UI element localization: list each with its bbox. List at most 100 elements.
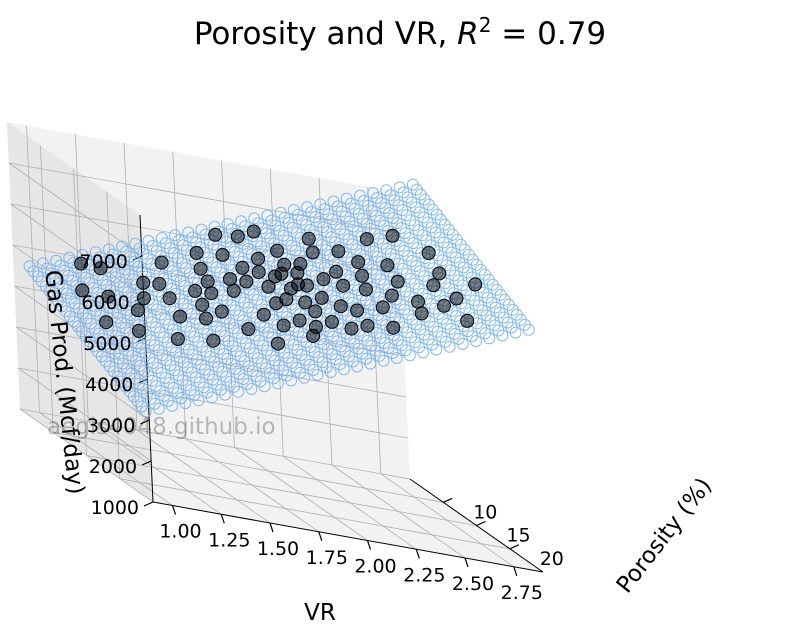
data-point <box>305 245 320 260</box>
data-point <box>271 336 285 351</box>
plane-marker <box>509 326 522 339</box>
plane-marker <box>377 354 390 367</box>
z-tick-label: 7000 <box>80 251 128 273</box>
data-point <box>316 272 331 287</box>
plane-marker <box>139 405 152 418</box>
z-tick-label: 4000 <box>85 374 133 396</box>
data-point <box>344 321 359 336</box>
x-gridline <box>26 125 40 413</box>
plane-marker <box>522 323 535 336</box>
data-point <box>223 272 237 287</box>
x-tick-label: 2.75 <box>501 582 543 604</box>
z-tick-label: 2000 <box>89 456 137 478</box>
data-point <box>246 224 261 239</box>
plane-marker <box>364 357 377 370</box>
data-point <box>426 278 441 293</box>
data-point <box>276 318 291 333</box>
z-gridline <box>16 326 150 421</box>
y-axis-label: Porosity (%) <box>612 473 718 598</box>
data-point <box>136 275 151 290</box>
data-point <box>360 318 375 333</box>
plane-marker <box>456 337 469 350</box>
plane-marker <box>443 340 456 353</box>
data-point <box>101 289 116 304</box>
data-point <box>324 314 339 329</box>
x-gridline <box>123 142 138 431</box>
data-point <box>199 311 213 326</box>
y-gridline <box>119 478 510 550</box>
z-tick-label: 3000 <box>87 415 135 437</box>
chart-title: Porosity and VR, R2 = 0.79 <box>194 13 606 52</box>
data-point <box>386 320 401 335</box>
y-tick-label: 10 <box>473 501 497 523</box>
data-point <box>333 299 348 314</box>
data-point <box>241 322 256 336</box>
data-point <box>437 298 451 313</box>
data-point <box>154 255 169 270</box>
plane-marker <box>351 360 364 373</box>
data-point <box>226 283 241 298</box>
z-tick-label: 5000 <box>83 333 131 355</box>
plane-marker <box>430 343 443 356</box>
plane-marker <box>483 332 496 345</box>
tick-labels: 1.00 1.25 1.50 1.75 2.00 2.25 2.50 2.75 10 15 20 10… <box>80 251 564 604</box>
data-point <box>350 303 365 318</box>
data-point <box>331 244 346 259</box>
plane-marker <box>496 329 509 342</box>
watermark: aegis4048.github.io <box>47 414 276 440</box>
data-point <box>256 307 271 322</box>
data-point <box>380 258 395 273</box>
plane-marker <box>205 391 218 404</box>
x-tick-mark <box>220 514 225 524</box>
data-point <box>329 264 344 279</box>
data-point <box>421 246 436 260</box>
plane-marker <box>337 363 350 376</box>
data-point <box>206 333 221 348</box>
z-gridline <box>19 408 411 480</box>
data-point <box>298 295 313 310</box>
z-tick-label: 1000 <box>91 497 139 519</box>
y-gridline <box>39 145 54 433</box>
z-gridline <box>10 203 144 298</box>
data-point <box>230 229 245 244</box>
z-tick-label: 6000 <box>81 292 129 314</box>
data-point <box>93 261 108 276</box>
data-point <box>75 283 90 298</box>
plane-marker <box>232 385 245 398</box>
x-tick-label: 1.25 <box>208 529 250 551</box>
data-point <box>188 283 203 298</box>
plane-marker <box>166 399 179 412</box>
z-tick-mark <box>140 419 150 425</box>
y-tick-mark <box>443 497 453 503</box>
z-gridline <box>10 203 401 275</box>
x-tick-mark <box>269 522 274 533</box>
data-point <box>195 297 210 312</box>
data-point <box>292 313 307 328</box>
data-point <box>301 231 316 246</box>
data-point <box>355 268 369 283</box>
data-point <box>170 332 185 346</box>
x-gridline <box>221 160 235 448</box>
data-point <box>189 245 204 260</box>
plane-marker <box>285 374 297 387</box>
plane-marker <box>219 388 231 401</box>
x-tick-mark <box>415 549 420 559</box>
x-tick-mark <box>513 566 518 576</box>
x-tick-mark <box>366 540 372 550</box>
plane-marker <box>245 383 258 395</box>
x-axis-line <box>152 501 544 573</box>
y-tick-label: 15 <box>506 525 530 547</box>
y-tick-mark <box>476 520 486 527</box>
x-gridline <box>172 151 187 439</box>
data-point <box>300 278 314 293</box>
x-axis-label: VR <box>304 600 336 626</box>
x-tick-label: 1.75 <box>306 547 348 569</box>
data-point <box>215 247 230 262</box>
data-point <box>269 296 284 311</box>
data-point <box>200 274 215 289</box>
plane-marker <box>311 368 324 381</box>
data-point <box>235 260 250 275</box>
plane-marker <box>298 371 311 384</box>
data-point <box>99 315 114 330</box>
z-tick-mark <box>141 460 152 466</box>
